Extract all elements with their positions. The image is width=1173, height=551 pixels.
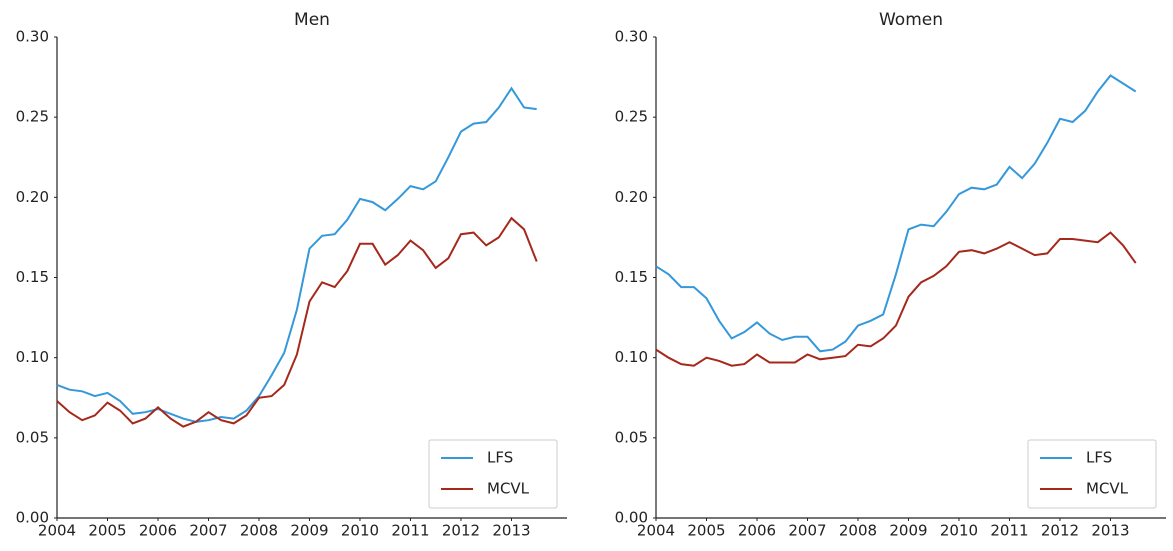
x-tick-label: 2011: [391, 522, 429, 540]
x-tick-label: 2008: [240, 522, 278, 540]
x-tick-label: 2007: [189, 522, 227, 540]
x-tick-label: 2012: [1041, 522, 1079, 540]
x-tick-label: 2012: [442, 522, 480, 540]
legend-label: LFS: [487, 449, 513, 467]
x-tick-label: 2009: [889, 522, 927, 540]
y-tick-label: 0.15: [615, 268, 648, 286]
y-tick-label: 0.10: [615, 348, 648, 366]
x-tick-label: 2010: [940, 522, 978, 540]
x-tick-label: 2004: [38, 522, 76, 540]
y-tick-label: 0.25: [16, 108, 49, 126]
y-tick-label: 0.15: [16, 268, 49, 286]
x-tick-label: 2008: [839, 522, 877, 540]
x-tick-label: 2007: [788, 522, 826, 540]
x-tick-label: 2009: [290, 522, 328, 540]
series-line: [655, 231, 1137, 367]
series-line: [56, 86, 537, 423]
y-tick-label: 0.30: [615, 28, 648, 46]
x-tick-label: 2005: [687, 522, 725, 540]
y-tick-label: 0.05: [16, 428, 49, 446]
x-tick-label: 2006: [139, 522, 177, 540]
y-tick-label: 0.20: [615, 188, 648, 206]
legend-label: LFS: [1086, 449, 1112, 467]
x-tick-label: 2006: [738, 522, 776, 540]
y-tick-label: 0.00: [615, 509, 648, 527]
chart-title: Women: [879, 10, 943, 30]
x-tick-label: 2011: [990, 522, 1028, 540]
chart-title: Men: [294, 10, 330, 30]
y-tick-label: 0.20: [16, 188, 49, 206]
x-tick-label: 2005: [88, 522, 126, 540]
x-tick-label: 2013: [492, 522, 530, 540]
x-tick-label: 2013: [1091, 522, 1129, 540]
series-line: [655, 74, 1137, 353]
series-line: [56, 216, 538, 428]
legend-label: MCVL: [487, 480, 530, 498]
legend-label: MCVL: [1086, 480, 1129, 498]
y-tick-label: 0.25: [615, 108, 648, 126]
y-tick-label: 0.05: [615, 428, 648, 446]
y-tick-label: 0.00: [16, 509, 49, 527]
y-tick-label: 0.30: [16, 28, 49, 46]
x-tick-label: 2004: [637, 522, 675, 540]
x-tick-label: 2010: [341, 522, 379, 540]
y-tick-label: 0.10: [16, 348, 49, 366]
